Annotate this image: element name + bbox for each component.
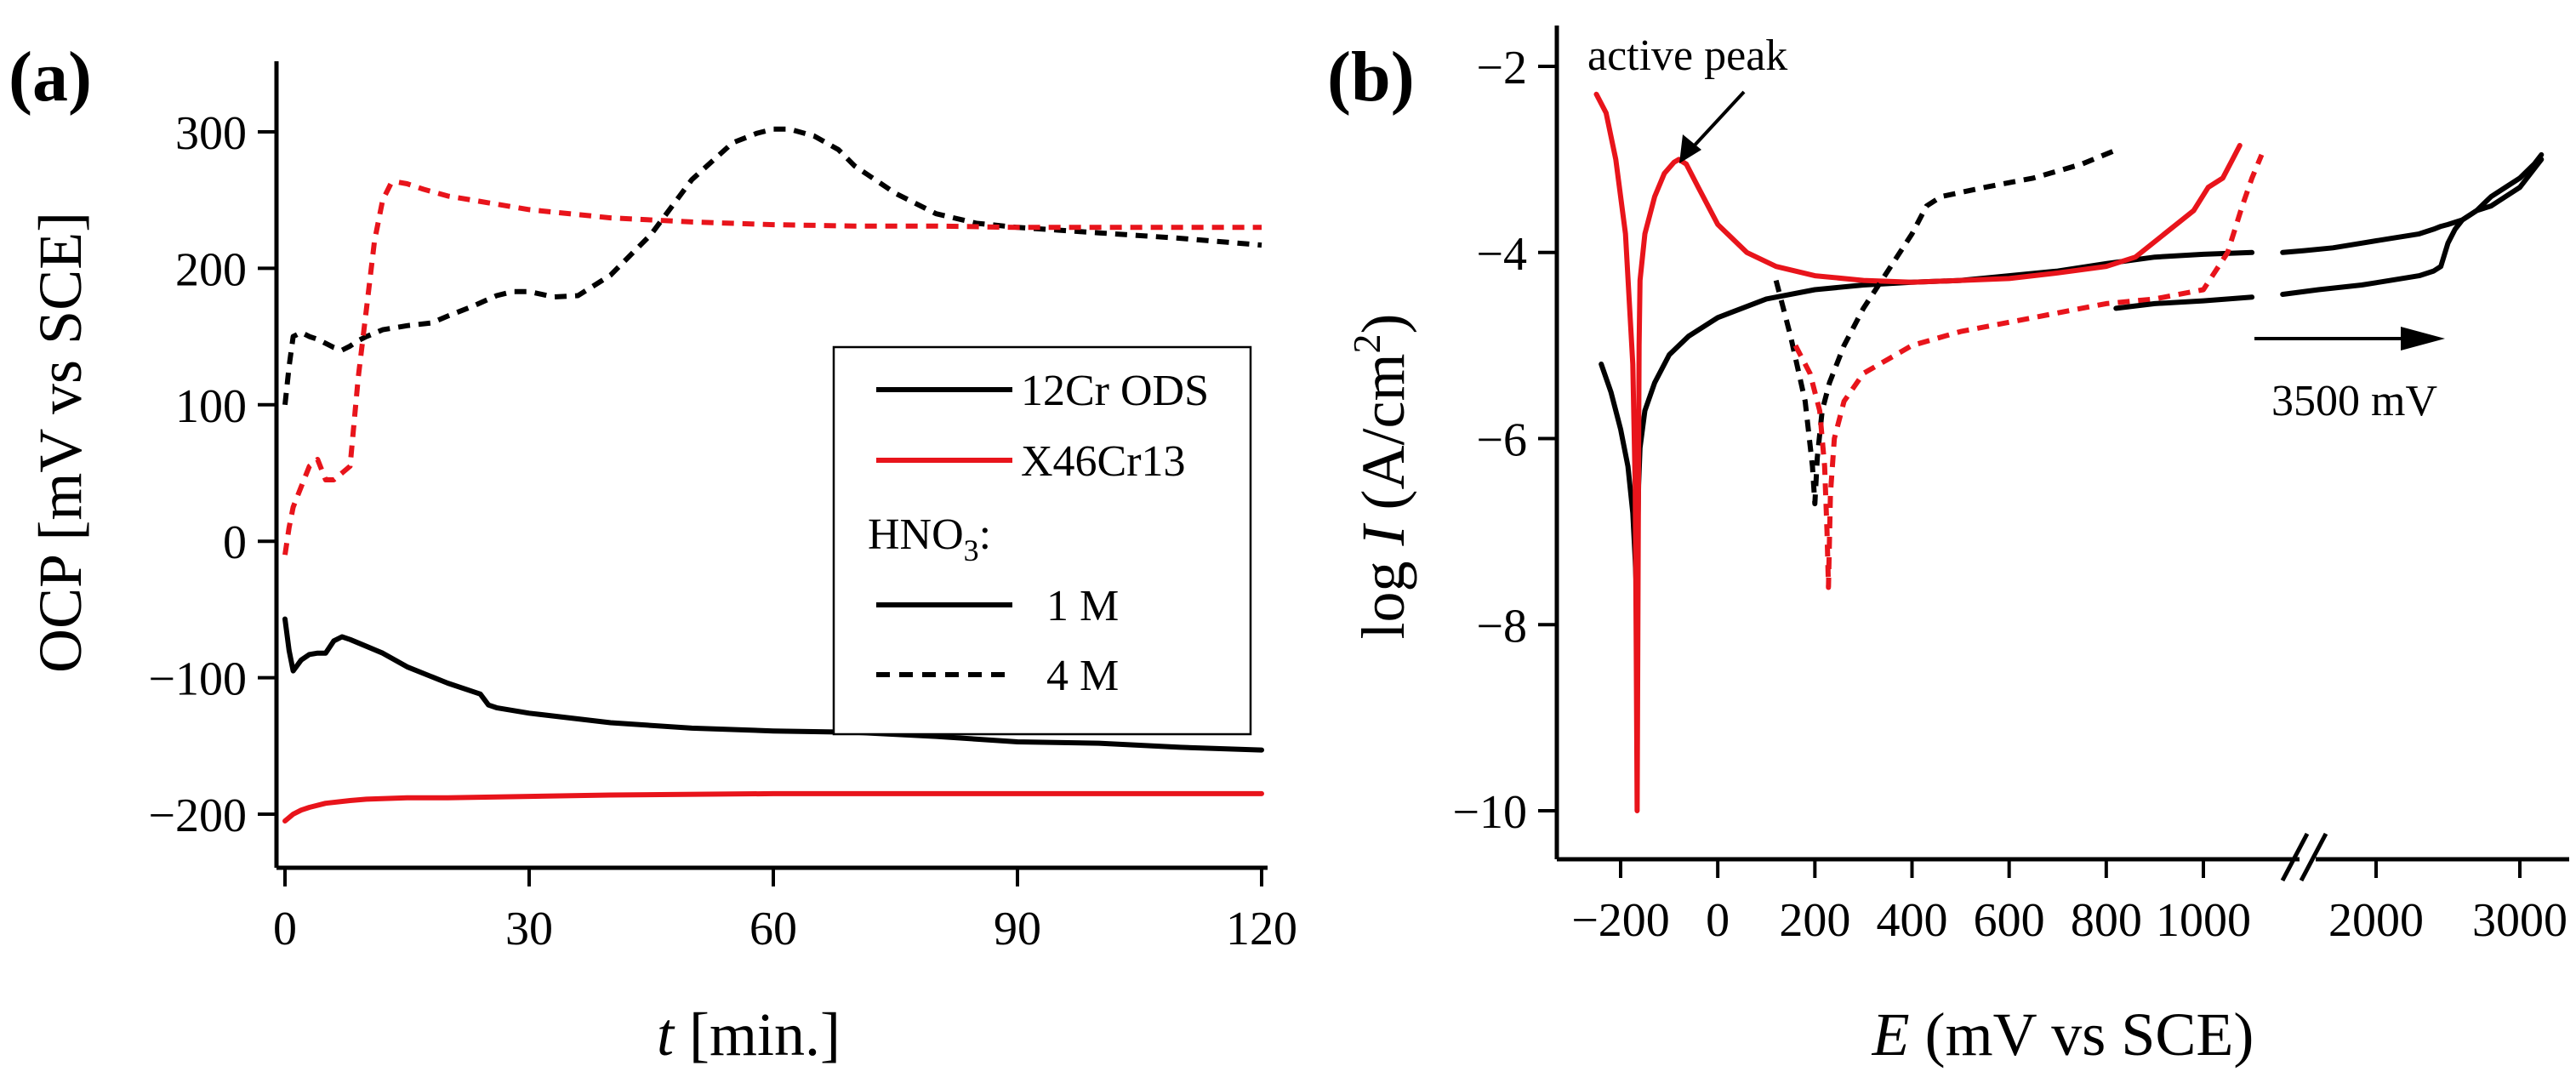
panel-a: (a) 0 30 60 90 120 −200 −100 0 100 200 300 OCP [mV… (9, 37, 1297, 1069)
panel-a-x-label: t [min.] (657, 1000, 841, 1069)
panel-b-y-tick-label: −10 (1452, 786, 1527, 839)
series-line (2113, 294, 2255, 311)
panel-a-y-tick-label: 0 (223, 516, 247, 569)
panel-a-y-tick-label: 200 (175, 243, 247, 296)
panel-b-x-tick-label: 2000 (2328, 894, 2424, 947)
legend-label-4m: 4 M (1046, 652, 1119, 700)
legend-title-hno3: HNO3: (868, 510, 991, 567)
panel-b-x-tick-label: 400 (1877, 894, 1948, 947)
panel-a-x-tick-label: 120 (1226, 903, 1297, 955)
axis-break-mark-2 (2299, 832, 2328, 882)
panel-a-y-tick-label: 300 (175, 107, 247, 160)
panel-b-x-tick-label: 0 (1706, 894, 1730, 947)
panel-b-y-tick-label: −4 (1476, 228, 1527, 281)
panel-a-ticks: 0 30 60 90 120 −200 −100 0 100 200 300 (148, 107, 1297, 955)
legend-frame (832, 345, 1252, 736)
panel-a-y-tick-label: 100 (175, 380, 247, 433)
series-line (2280, 151, 2545, 255)
panel-a-label: (a) (9, 37, 92, 117)
panel-b-y-tick-label: −8 (1476, 600, 1527, 653)
legend-label-x46cr13: X46Cr13 (1021, 437, 1186, 486)
panel-b-y-label-prefix: log (1349, 545, 1417, 639)
panel-a-x-tick-label: 60 (749, 903, 797, 955)
series-line (282, 180, 1262, 556)
legend-label-12cr-ods: 12Cr ODS (1021, 367, 1209, 415)
legend-title-colon: : (979, 510, 991, 559)
panel-b-x-tick-label: 600 (1974, 894, 2045, 947)
panel-b-y-label-unit: (A/cm (1349, 354, 1417, 526)
panel-b-x-tick-label: −200 (1571, 894, 1670, 947)
panel-b-y-label-close: ) (1349, 314, 1417, 334)
panel-b-label: (b) (1327, 37, 1415, 117)
panel-a-y-tick-label: −100 (148, 653, 247, 706)
series-line (2280, 157, 2545, 297)
panel-a-y-label: OCP [mV vs SCE] (26, 212, 94, 673)
series-line (282, 126, 1262, 406)
legend-label-1m: 1 M (1046, 582, 1119, 630)
panel-b-y-label: log I (A/cm2) (1345, 314, 1417, 640)
series-line (282, 790, 1264, 824)
panel-b: (b) −200 0 200 400 600 800 1000 2000 3000 −10 −8 −6… (1327, 26, 2569, 1069)
panel-b-y-label-superscript: 2 (1345, 334, 1388, 354)
panel-b-x-tick-label: 3000 (2472, 894, 2567, 947)
panel-b-x-tick-label: 800 (2071, 894, 2142, 947)
series-line (1792, 153, 2265, 590)
legend-title-subscript: 3 (964, 533, 979, 567)
series-line (1773, 147, 2117, 507)
active-peak-arrow-head (1679, 134, 1701, 163)
panel-b-x-tick-label: 1000 (2156, 894, 2251, 947)
series-line (1593, 91, 2243, 813)
panel-b-y-tick-label: −2 (1476, 42, 1527, 94)
panel-b-y-tick-label: −6 (1476, 414, 1527, 467)
panel-b-x-label-unit: (mV vs SCE) (1910, 1000, 2254, 1069)
panel-a-x-tick-label: 0 (273, 903, 297, 955)
panel-a-x-label-var: t (657, 1000, 675, 1069)
panel-b-ticks: −200 0 200 400 600 800 1000 2000 3000 −10 −8 −6 −4 −2 (1452, 42, 2567, 947)
panel-a-y-tick-label: −200 (148, 789, 247, 842)
panel-b-x-tick-label: 200 (1779, 894, 1850, 947)
annotation-active-peak: active peak (1587, 31, 1787, 80)
annotation-3500mv: 3500 mV (2271, 377, 2437, 425)
panel-a-x-tick-label: 90 (994, 903, 1041, 955)
panel-b-x-label-var: E (1872, 1000, 1910, 1069)
panel-b-series (1593, 91, 2545, 813)
legend-title-text: HNO (868, 510, 964, 559)
panel-a-x-label-unit: [min.] (674, 1000, 841, 1069)
active-peak-arrow-line (1690, 90, 1746, 151)
axis-break-mark-1 (2280, 832, 2310, 882)
potential-arrow-head (2401, 327, 2445, 351)
panel-b-x-label: E (mV vs SCE) (1872, 1000, 2254, 1069)
panel-b-y-label-var: I (1349, 522, 1417, 546)
panel-a-legend: 12Cr ODS X46Cr13 HNO3: 1 M 4 M (832, 345, 1252, 736)
panel-a-x-tick-label: 30 (505, 903, 553, 955)
